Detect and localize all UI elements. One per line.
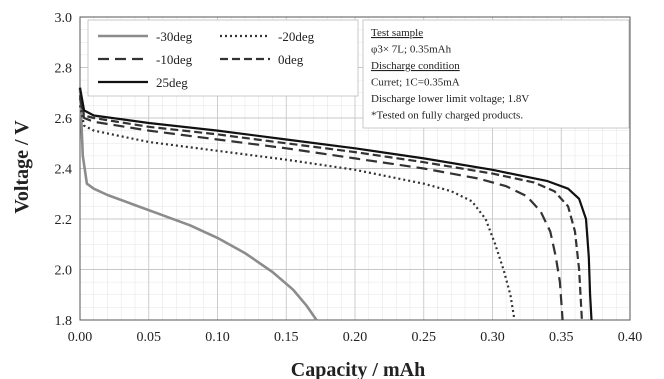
series-line--30deg [78, 87, 318, 321]
series-lines [78, 87, 593, 321]
legend: -30deg -20deg -10deg 0deg 25deg [87, 19, 359, 97]
x-tick-label: 0.00 [68, 330, 93, 345]
tick-labels: 0.00 0.05 0.10 0.15 0.20 0.25 0.30 0.35 0.40 1.8 2… [55, 11, 643, 345]
y-tick-label: 3.0 [55, 11, 73, 26]
note-line: Discharge condition [371, 60, 460, 72]
note-line: *Tested on fully charged products. [371, 110, 523, 122]
y-tick-label: 2.2 [55, 213, 73, 228]
note-line: Discharge lower limit voltage; 1.8V [371, 93, 529, 105]
y-axis-title: Voltage / V [11, 120, 33, 214]
note-line: Curret; 1C=0.35mA [371, 77, 460, 89]
x-tick-label: 0.30 [480, 330, 505, 345]
x-tick-label: 0.35 [549, 330, 574, 345]
legend-label--20deg: -20deg [278, 29, 315, 44]
legend-label-0deg: 0deg [278, 52, 304, 67]
legend-label--30deg: -30deg [156, 29, 193, 44]
legend-label--10deg: -10deg [156, 52, 193, 67]
series-line-25deg [78, 87, 593, 321]
series-line--20deg [78, 105, 516, 321]
note-line: Test sample [371, 27, 423, 39]
y-tick-label: 2.8 [55, 62, 73, 77]
legend-label-25deg: 25deg [156, 75, 188, 90]
series-line-0deg [78, 95, 583, 321]
plot-frame [79, 16, 631, 321]
x-tick-label: 0.10 [205, 330, 230, 345]
y-tick-label: 1.8 [55, 314, 73, 329]
x-tick-label: 0.40 [618, 330, 643, 345]
y-tick-label: 2.0 [55, 264, 73, 279]
x-tick-label: 0.15 [274, 330, 299, 345]
note-box [362, 19, 630, 129]
x-tick-label: 0.05 [137, 330, 162, 345]
series-line--10deg [78, 97, 564, 321]
y-tick-label: 2.6 [55, 112, 73, 127]
test-conditions-note: Test sample φ3× 7L; 0.35mAh Discharge cond… [362, 19, 630, 129]
x-tick-label: 0.25 [412, 330, 437, 345]
x-tick-label: 0.20 [343, 330, 368, 345]
note-line: φ3× 7L; 0.35mAh [371, 44, 452, 56]
y-tick-label: 2.4 [55, 163, 73, 178]
x-axis-title: Capacity / mAh [291, 359, 425, 379]
